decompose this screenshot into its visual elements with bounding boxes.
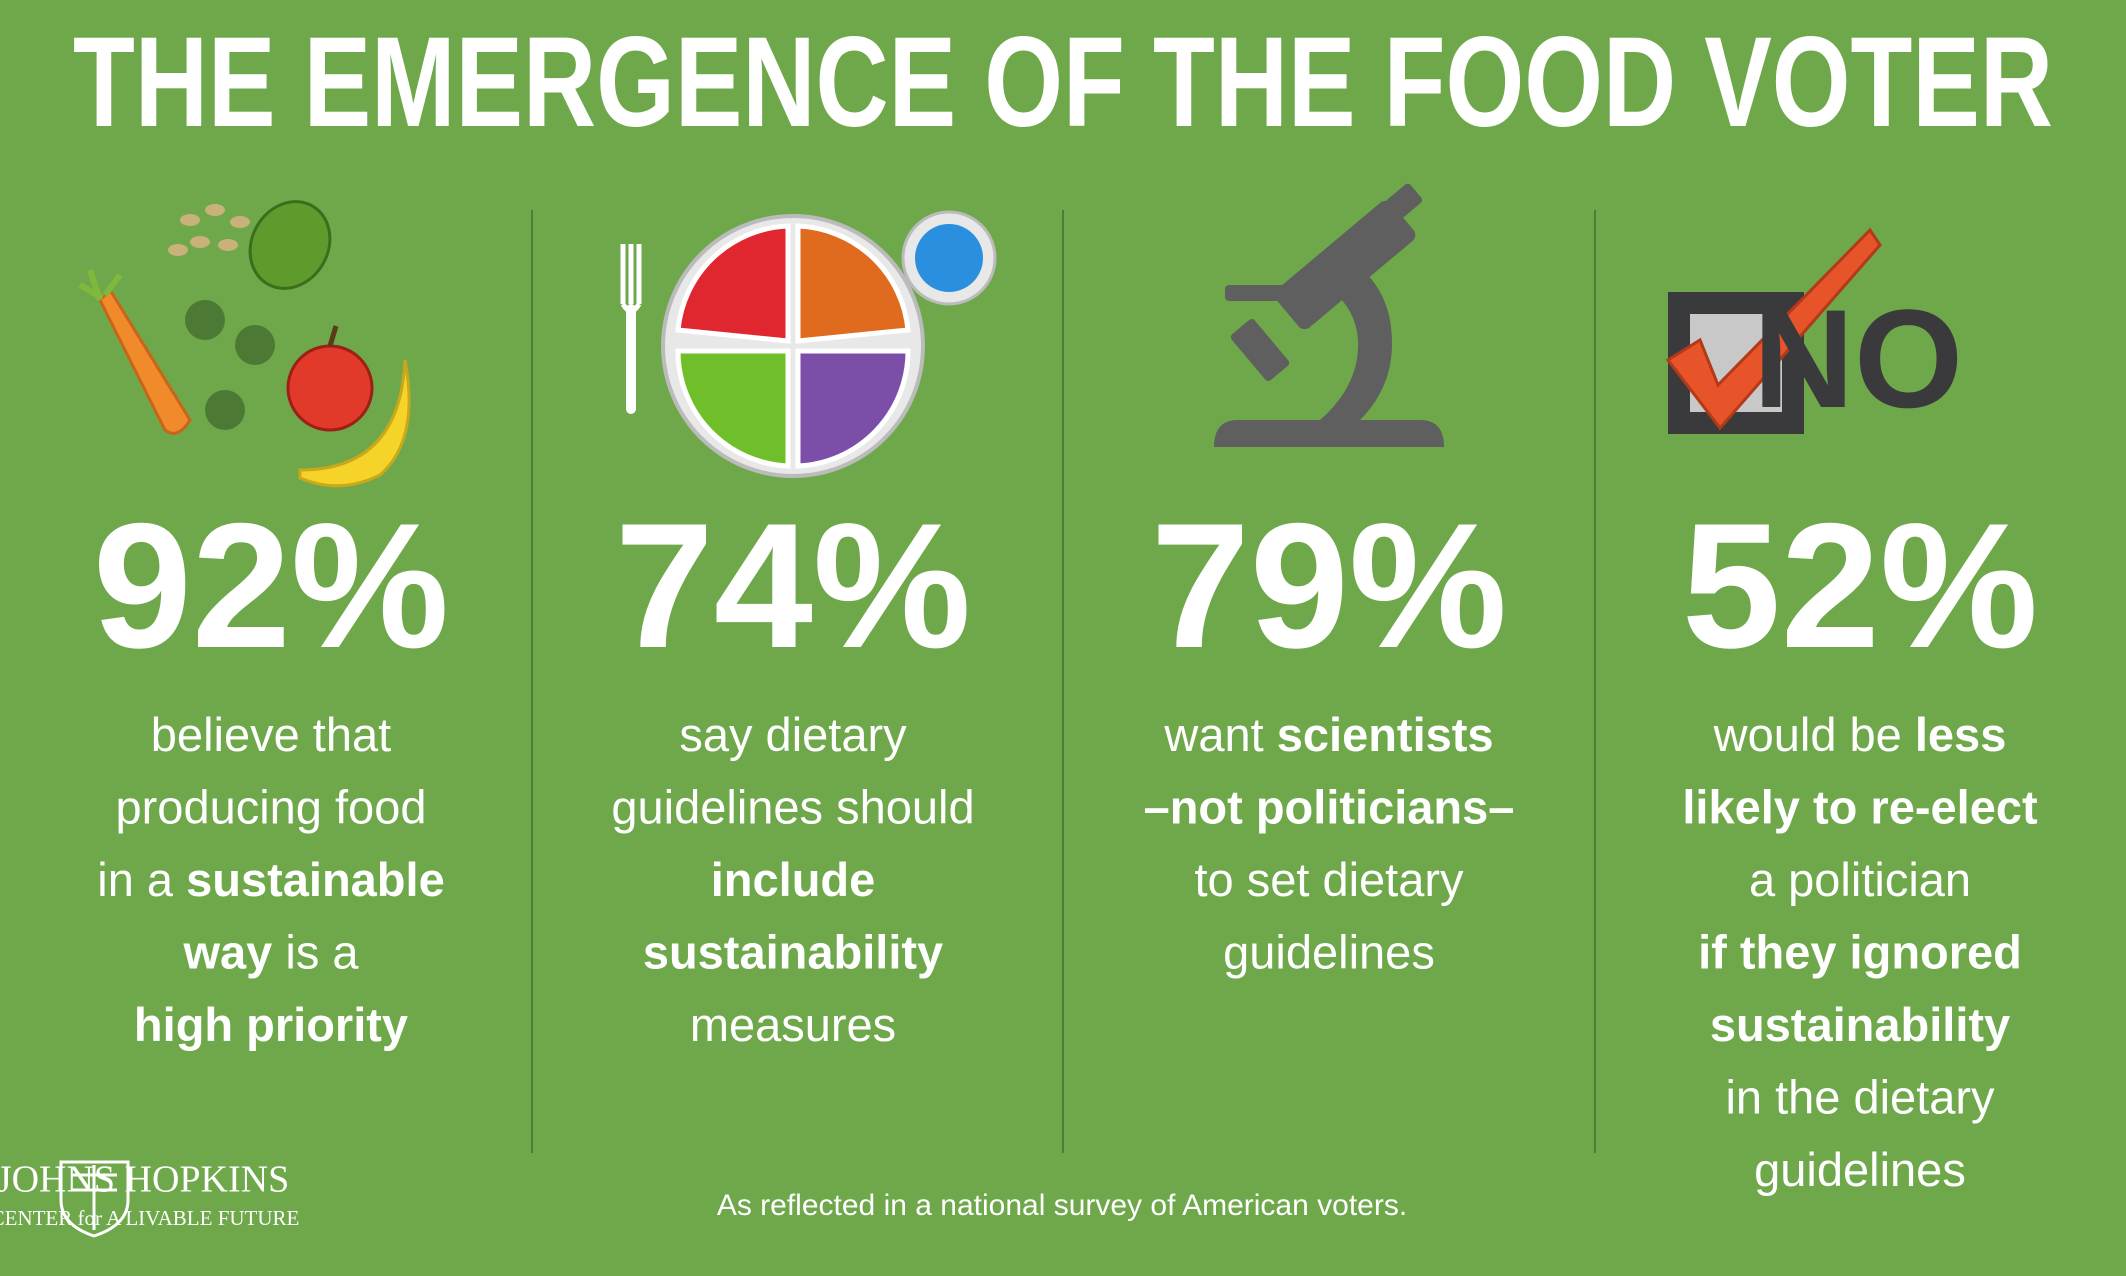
description-line: sustainability: [1710, 998, 2010, 1051]
bold-text: less: [1902, 708, 2007, 761]
description-line: if they ignored: [1698, 926, 2022, 979]
description-line: in a sustainable: [97, 853, 444, 906]
plate-icon: [620, 210, 997, 478]
description-line: to set dietary: [1194, 853, 1464, 906]
bold-text: likely to re-elect: [1682, 781, 2038, 834]
description-line: way is a: [182, 926, 359, 979]
description-line: a politician: [1749, 853, 1971, 906]
description-line: high priority: [134, 998, 408, 1051]
text: in a: [97, 853, 174, 906]
text: is a: [272, 926, 359, 979]
text: in the dietary: [1725, 1071, 1995, 1124]
text: would be: [1713, 708, 1902, 761]
description-line: guidelines: [1754, 1143, 1966, 1196]
description-line: –not politicians–: [1144, 781, 1515, 834]
logo: JOHNS HOPKINS CENTER for A LIVABLE FUTUR…: [0, 1159, 299, 1238]
bold-text: –not politicians–: [1144, 781, 1515, 834]
description-line: include: [711, 853, 876, 906]
description-line: producing food: [116, 781, 427, 834]
text: guidelines should: [611, 781, 974, 834]
description-line: believe that: [151, 708, 391, 761]
icon-label: NO: [1753, 280, 1963, 437]
text: measures: [690, 998, 896, 1051]
checkbox-icon: NO: [1665, 227, 1963, 437]
description-line: want scientists: [1163, 708, 1493, 761]
text: say dietary: [679, 708, 907, 761]
text: want: [1163, 708, 1263, 761]
title: THE EMERGENCE OF THE FOOD VOTER: [73, 11, 2053, 154]
description-line: sustainability: [643, 926, 943, 979]
footnote: As reflected in a national survey of Ame…: [717, 1189, 1407, 1222]
stat: 74%: [615, 486, 971, 685]
bold-text: include: [711, 853, 876, 906]
produce-icon: [78, 200, 411, 488]
microscope-icon: [1214, 183, 1444, 447]
text: to set dietary: [1194, 853, 1464, 906]
description-line: would be less: [1713, 708, 2007, 761]
description-line: likely to re-elect: [1682, 781, 2038, 834]
logo-subtitle: CENTER for A LIVABLE FUTURE: [0, 1206, 299, 1230]
bold-text: sustainable: [173, 853, 445, 906]
bold-text: high priority: [134, 998, 408, 1051]
description-line: guidelines should: [611, 781, 974, 834]
stat: 52%: [1682, 486, 2038, 685]
text: a politician: [1749, 853, 1971, 906]
stat: 79%: [1151, 486, 1507, 685]
description-line: measures: [690, 998, 896, 1051]
bold-text: if they ignored: [1698, 926, 2022, 979]
bold-text: sustainability: [1710, 998, 2010, 1051]
bold-text: way: [182, 926, 272, 979]
stat: 92%: [93, 486, 449, 685]
bold-text: scientists: [1264, 708, 1494, 761]
description-line: guidelines: [1223, 926, 1435, 979]
description-line: say dietary: [679, 708, 907, 761]
dividers: [531, 210, 1596, 1153]
logo-name: JOHNS HOPKINS: [0, 1159, 289, 1201]
bold-text: sustainability: [643, 926, 943, 979]
description-line: in the dietary: [1725, 1071, 1995, 1124]
text: guidelines: [1754, 1143, 1966, 1196]
text: producing food: [116, 781, 427, 834]
text: believe that: [151, 708, 391, 761]
text: guidelines: [1223, 926, 1435, 979]
